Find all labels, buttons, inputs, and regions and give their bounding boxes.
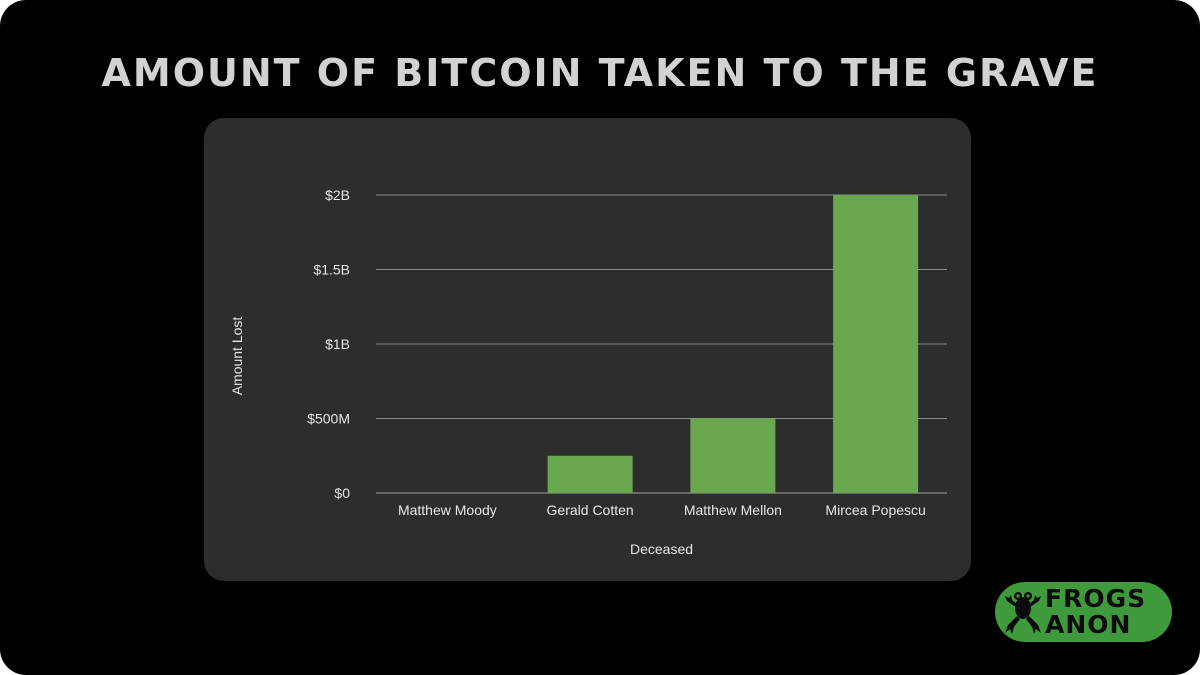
page-title: AMOUNT OF BITCOIN TAKEN TO THE GRAVE xyxy=(101,51,1099,95)
bar xyxy=(690,418,776,493)
bar-chart: $0 $500M $1B $1.5B $2B Matthew Moody Gerald Co… xyxy=(229,187,947,557)
y-tick-label: $500M xyxy=(307,411,350,427)
frogs-anon-logo: FROGS ANON xyxy=(995,582,1172,642)
logo-wordmark: FROGS ANON xyxy=(1045,586,1146,638)
y-tick-label: $2B xyxy=(325,187,350,203)
x-tick-label: Matthew Mellon xyxy=(684,502,782,518)
x-tick-label: Gerald Cotten xyxy=(547,502,634,518)
chart-panel: $0 $500M $1B $1.5B $2B Matthew Moody Gerald Co… xyxy=(204,118,971,581)
y-tick-label: $1.5B xyxy=(313,262,350,278)
x-axis-title: Deceased xyxy=(630,541,693,557)
x-tick-label: Matthew Moody xyxy=(398,502,497,518)
bar xyxy=(547,455,633,493)
frog-icon xyxy=(1005,592,1041,634)
y-tick-label: $0 xyxy=(334,485,350,501)
bar xyxy=(833,195,919,493)
x-tick-label: Mircea Popescu xyxy=(825,502,925,518)
logo-line-1: FROGS xyxy=(1045,584,1147,613)
y-axis-title: Amount Lost xyxy=(229,317,245,396)
logo-line-2: ANON xyxy=(1045,610,1132,639)
y-tick-label: $1B xyxy=(325,336,350,352)
